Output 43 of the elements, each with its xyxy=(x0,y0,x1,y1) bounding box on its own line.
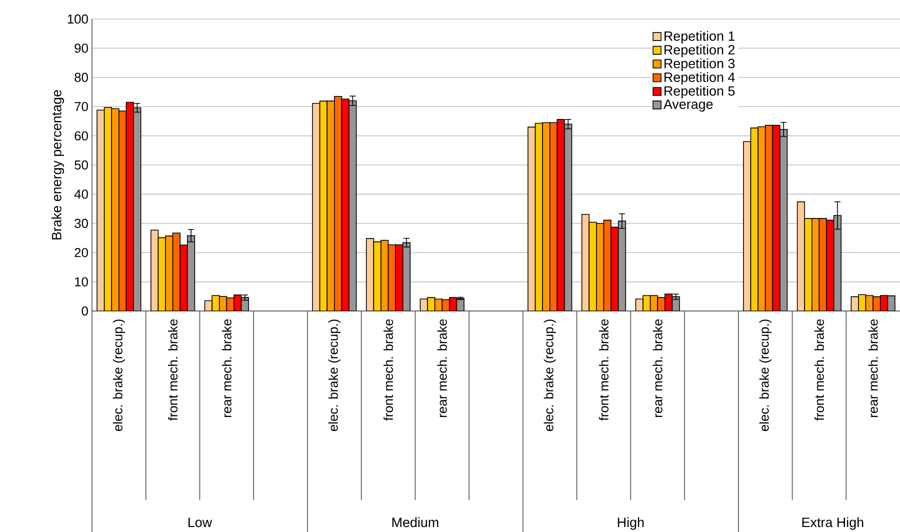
x-tick-label: rear mech. brake xyxy=(222,319,232,418)
text: Low xyxy=(188,518,212,528)
x-tick-label: front mech. brake xyxy=(384,319,394,421)
legend-label: Repetition 4 xyxy=(664,72,735,85)
legend-label: Repetition 5 xyxy=(664,86,735,98)
text: Extra High xyxy=(802,517,864,530)
y-tick-label: 100 xyxy=(68,14,88,24)
x-tick-label: elec. brake (recup.) xyxy=(759,320,772,431)
y-tick-label: 0 xyxy=(82,306,88,316)
y-axis-title: Brake energy percentage xyxy=(51,90,64,240)
y-tick-label: 70 xyxy=(74,102,88,112)
x-tick-label: elec. brake (recup.) xyxy=(328,320,340,431)
legend-label: Repetition 1 xyxy=(664,30,735,44)
bar xyxy=(672,296,680,311)
x-tick-label: front mech. brake xyxy=(168,319,178,421)
text: Medium xyxy=(392,517,438,528)
bar xyxy=(618,220,626,311)
bar xyxy=(348,100,357,311)
bar xyxy=(564,124,572,311)
x-tick-label: front mech. brake xyxy=(814,319,824,421)
x-tick-label: elec. brake (recup.) xyxy=(112,320,125,431)
bar xyxy=(187,235,196,311)
y-tick-label: 30 xyxy=(74,218,88,228)
x-tick-label: rear mech. brake xyxy=(652,319,662,418)
x-tick-label: rear mech. brake xyxy=(868,319,878,418)
y-tick-label: 90 xyxy=(74,44,88,53)
x-tick-label: elec. brake (recup.) xyxy=(544,320,556,431)
bar xyxy=(780,128,788,311)
y-tick-label: 80 xyxy=(74,72,88,82)
bar xyxy=(833,215,842,311)
x-tick-label: front mech. brake xyxy=(598,319,608,421)
y-tick-label: 20 xyxy=(74,248,88,258)
x-tick-label: rear mech. brake xyxy=(437,319,447,418)
bar xyxy=(402,242,411,311)
text: High xyxy=(618,517,644,530)
y-tick-label: 10 xyxy=(75,277,88,286)
y-tick-label: 40 xyxy=(74,190,88,199)
bar xyxy=(133,107,142,311)
legend-label: Repetition 2 xyxy=(664,44,735,58)
y-tick-label: 50 xyxy=(74,160,88,170)
legend-label: Average xyxy=(663,100,713,112)
legend-label: Repetition 3 xyxy=(664,58,735,71)
y-tick-label: 60 xyxy=(74,131,88,140)
